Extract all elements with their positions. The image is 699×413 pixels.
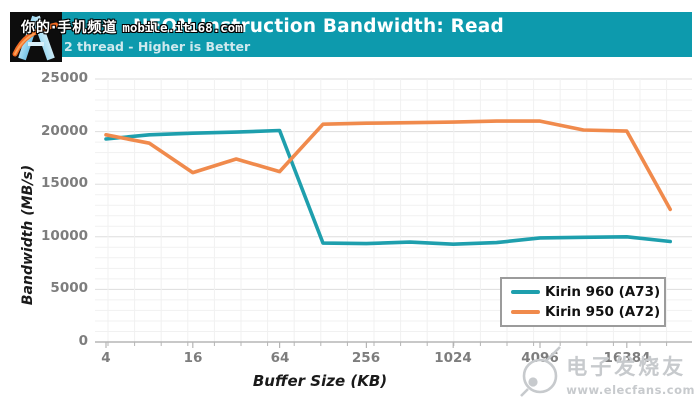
x-tick-label: 64 bbox=[270, 350, 290, 366]
chart-subtitle: 2 thread - Higher is Better bbox=[64, 39, 251, 54]
kirin-960-line-swatch bbox=[511, 289, 540, 294]
x-tick-label: 1024 bbox=[434, 350, 472, 366]
watermark-elecfans-url: www.elecfans.com bbox=[566, 383, 695, 397]
watermark-it168-name: 你的·手机频道 bbox=[21, 20, 118, 36]
kirin-960-label: Kirin 960 (A73) bbox=[545, 283, 661, 300]
anandtech-a-icon bbox=[12, 15, 59, 61]
y-tick-label: 25000 bbox=[41, 70, 88, 86]
elecfans-electron-icon bbox=[520, 346, 562, 397]
watermark-it168: 你的·手机频道 mobile.it168.com bbox=[21, 17, 243, 37]
watermark-elecfans: 电子发烧友 www.elecfans.com bbox=[518, 345, 695, 403]
anandtech-logo bbox=[10, 12, 62, 62]
y-axis-title: Bandwidth (MB/s) bbox=[20, 164, 36, 306]
watermark-it168-url: mobile.it168.com bbox=[122, 20, 243, 35]
x-tick-label: 16384 bbox=[603, 350, 651, 366]
x-tick-label: 16 bbox=[183, 350, 203, 366]
y-tick-label: 15000 bbox=[41, 175, 88, 191]
chart-title: NEON Instruction Bandwidth: Read bbox=[133, 16, 504, 37]
watermark-elecfans-name: 电子发烧友 bbox=[566, 355, 687, 379]
x-tick-label: 4 bbox=[101, 350, 111, 366]
x-tick-label: 256 bbox=[351, 350, 381, 366]
legend: Kirin 960 (A73) Kirin 950 (A72) bbox=[500, 277, 666, 327]
y-tick-label: 10000 bbox=[41, 228, 88, 244]
y-tick-label: 5000 bbox=[50, 280, 88, 296]
y-tick-label: 20000 bbox=[41, 123, 88, 139]
x-axis-title: Buffer Size (KB) bbox=[252, 372, 388, 390]
kirin-950-line-swatch bbox=[511, 310, 540, 315]
y-tick-label: 0 bbox=[78, 333, 88, 349]
legend-item-kirin-950: Kirin 950 (A72) bbox=[511, 304, 664, 320]
kirin-950-label: Kirin 950 (A72) bbox=[545, 304, 661, 321]
header-bar bbox=[10, 12, 692, 57]
legend-item-kirin-960: Kirin 960 (A73) bbox=[511, 284, 664, 300]
